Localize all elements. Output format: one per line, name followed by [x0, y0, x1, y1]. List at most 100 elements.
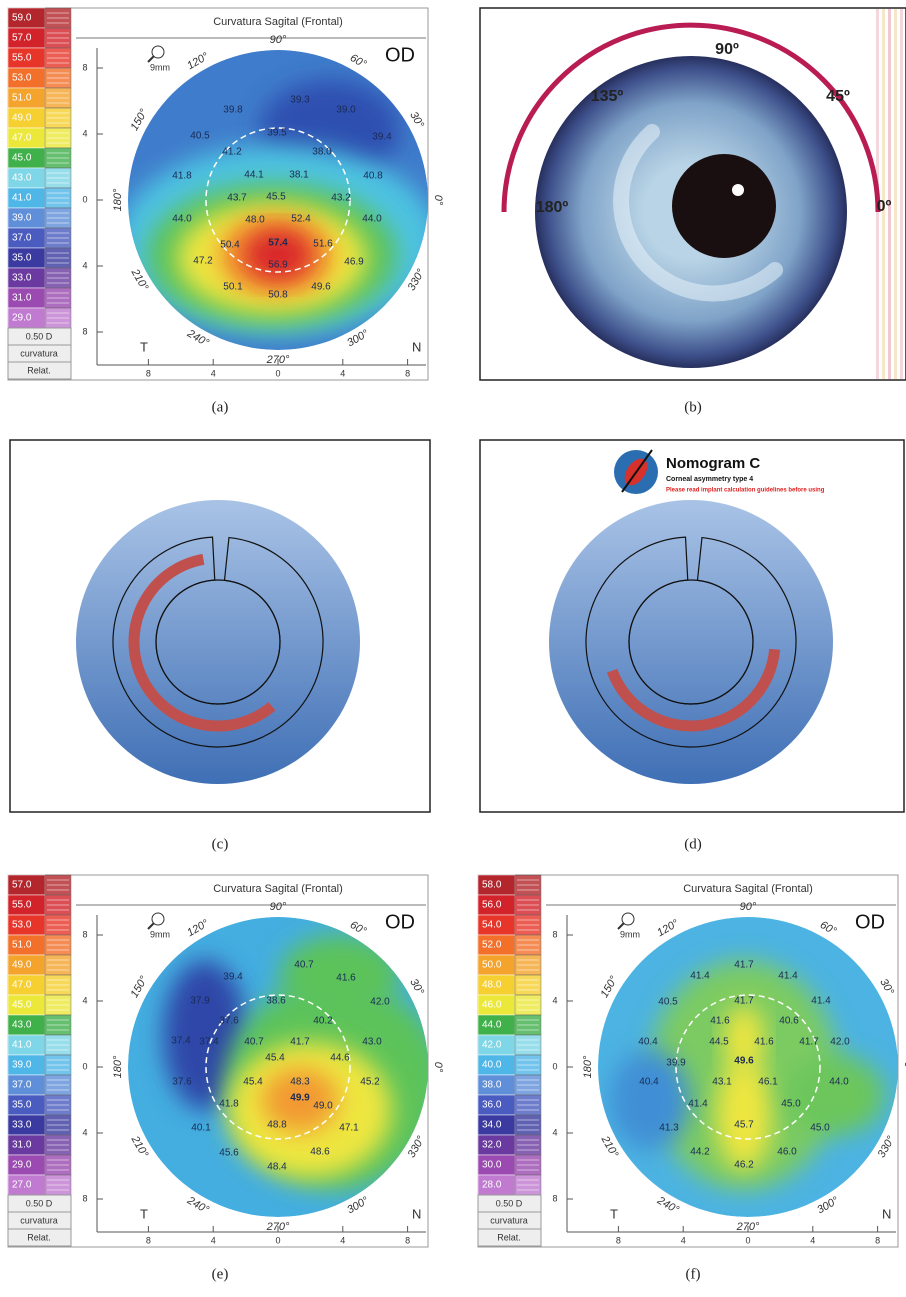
x-tick-label: 4	[211, 368, 216, 378]
map-value: 39.4	[223, 972, 243, 983]
scale-label: 35.0	[12, 253, 32, 264]
map-value: 41.4	[811, 996, 831, 1007]
scale-footer-text: curvatura	[490, 1215, 528, 1225]
map-value: 44.0	[829, 1077, 849, 1088]
x-tick-label: 4	[211, 1235, 216, 1245]
scale-label: 37.0	[12, 1080, 32, 1091]
angle-label: 45º	[826, 88, 850, 105]
scale-footer-text: curvatura	[20, 348, 58, 358]
map-value: 44.0	[362, 214, 382, 225]
eye-label: OD	[385, 911, 415, 933]
scale-label: 36.0	[482, 1100, 502, 1111]
y-tick-label: 0	[82, 194, 87, 204]
map-value: 46.2	[734, 1160, 754, 1171]
scale-label: 30.0	[482, 1160, 502, 1171]
caption: (a)	[212, 399, 229, 415]
y-tick-label: 4	[82, 128, 87, 138]
x-tick-label: 8	[405, 1235, 410, 1245]
scale-label: 52.0	[482, 940, 502, 951]
map-region	[716, 1060, 772, 1170]
scale-footer-text: Relat.	[27, 1232, 51, 1242]
map-title: Curvatura Sagital (Frontal)	[213, 883, 343, 895]
zoom-label: 9mm	[150, 62, 170, 72]
map-value: 41.4	[688, 1099, 708, 1110]
map-value: 41.6	[710, 1016, 730, 1027]
scale-label: 45.0	[12, 1000, 32, 1011]
zone-circle	[205, 994, 351, 1140]
scale-footer	[7, 1228, 72, 1247]
map-value: 44.6	[330, 1053, 350, 1064]
zoom-icon	[621, 912, 635, 926]
scale-label: 55.0	[12, 900, 32, 911]
eye-label: OD	[855, 911, 885, 933]
x-tick-label: 8	[405, 368, 410, 378]
scale-label: 42.0	[482, 1040, 502, 1051]
zoom-icon	[617, 922, 625, 930]
y-tick-label: 0	[552, 1061, 557, 1071]
cornea	[76, 500, 360, 784]
scale-label: 29.0	[12, 313, 32, 324]
temporal-label: T	[140, 339, 148, 354]
scale-label: 31.0	[12, 293, 32, 304]
map-value: 40.8	[363, 171, 383, 182]
map-value: 50.4	[220, 240, 240, 251]
scale-label: 27.0	[12, 1180, 32, 1191]
y-tick-label: 8	[552, 1193, 557, 1203]
scale-label: 57.0	[12, 33, 32, 44]
map-value: 37.4	[199, 1037, 219, 1048]
pupil	[672, 154, 776, 258]
decor-stripe	[894, 9, 897, 379]
nasal-label: N	[882, 1206, 891, 1221]
x-tick-label: 0	[275, 1235, 280, 1245]
map-value: 39.8	[223, 105, 243, 116]
scale-footer	[477, 1228, 542, 1247]
map-value: 40.5	[658, 997, 678, 1008]
map-value: 39.9	[666, 1058, 686, 1069]
scale-label: 33.0	[12, 273, 32, 284]
x-tick-label: 4	[810, 1235, 815, 1245]
map-value: 48.8	[267, 1120, 287, 1131]
scale-label: 39.0	[12, 213, 32, 224]
y-tick-label: 8	[82, 326, 87, 336]
map-value: 46.9	[344, 257, 364, 268]
scale-label: 48.0	[482, 980, 502, 991]
scale-label: 51.0	[12, 940, 32, 951]
zoom-icon	[147, 55, 155, 63]
map-value: 37.6	[219, 1016, 239, 1027]
map-value: 50.8	[268, 290, 288, 301]
x-tick-label: 4	[340, 368, 345, 378]
map-value: 41.7	[734, 996, 754, 1007]
angle-label: 180°	[112, 1055, 124, 1078]
zone-circle	[205, 127, 351, 273]
map-value: 48.4	[267, 1162, 287, 1173]
map-value: 41.2	[222, 147, 242, 158]
map-value: 44.1	[244, 170, 264, 181]
x-tick-label: 8	[875, 1235, 880, 1245]
map-value: 46.1	[758, 1077, 778, 1088]
temporal-label: T	[610, 1206, 618, 1221]
map-value: 45.6	[219, 1148, 239, 1159]
zone-circle	[675, 994, 821, 1140]
map-value: 57.4	[268, 238, 288, 249]
x-tick-label: 4	[340, 1235, 345, 1245]
y-tick-label: 8	[552, 929, 557, 939]
scale-label: 43.0	[12, 173, 32, 184]
map-value: 40.4	[639, 1077, 659, 1088]
angle-label: 0°	[432, 195, 444, 206]
map-value: 43.2	[331, 193, 351, 204]
decor-stripe	[882, 9, 885, 379]
map-value: 40.6	[779, 1016, 799, 1027]
caption: (e)	[212, 1266, 229, 1282]
decor-stripe	[888, 9, 891, 379]
scale-label: 50.0	[482, 960, 502, 971]
nasal-label: N	[412, 339, 421, 354]
scale-label: 31.0	[12, 1140, 32, 1151]
nasal-label: N	[412, 1206, 421, 1221]
scale-label: 34.0	[482, 1120, 502, 1131]
map-value: 41.3	[659, 1123, 679, 1134]
scale-footer-text: 0.50 D	[26, 331, 53, 341]
map-value: 48.6	[310, 1147, 330, 1158]
map-value: 41.7	[734, 960, 754, 971]
x-tick-label: 4	[681, 1235, 686, 1245]
